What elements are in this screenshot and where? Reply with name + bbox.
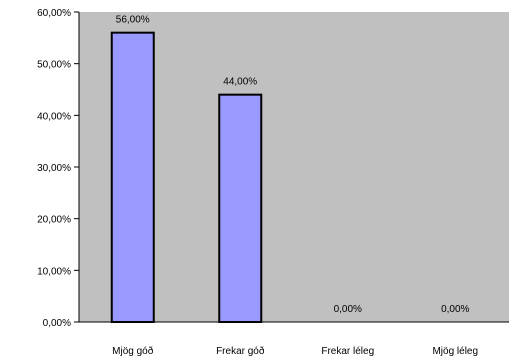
y-axis-ticks: 0,00% 10,00% 20,00% 30,00% 40,00% 50,00% 60,00… xyxy=(37,8,79,329)
y-tick-label: 0,00% xyxy=(43,318,71,329)
category-label: Mjög léleg xyxy=(432,346,478,357)
category-label: Frekar léleg xyxy=(321,346,374,357)
bar xyxy=(218,93,263,323)
category-labels: Mjög góð Frekar góð Frekar léleg Mjög léleg xyxy=(112,345,478,357)
y-tick-label: 10,00% xyxy=(37,266,71,277)
y-tick-label: 20,00% xyxy=(37,215,71,226)
y-tick-label: 40,00% xyxy=(37,111,71,122)
category-label: Frekar góð xyxy=(216,345,265,357)
y-tick-label: 60,00% xyxy=(37,8,71,19)
data-label: 0,00% xyxy=(441,304,469,315)
category-label: Mjög góð xyxy=(112,345,154,357)
bar xyxy=(110,31,155,324)
data-label: 44,00% xyxy=(223,77,257,88)
data-labels: 56,00% 44,00% 0,00% 0,00% xyxy=(116,15,470,315)
y-tick-label: 50,00% xyxy=(37,60,71,71)
y-tick-label: 30,00% xyxy=(37,163,71,174)
data-label: 0,00% xyxy=(334,304,362,315)
data-label: 56,00% xyxy=(116,15,150,26)
bars xyxy=(110,31,263,324)
